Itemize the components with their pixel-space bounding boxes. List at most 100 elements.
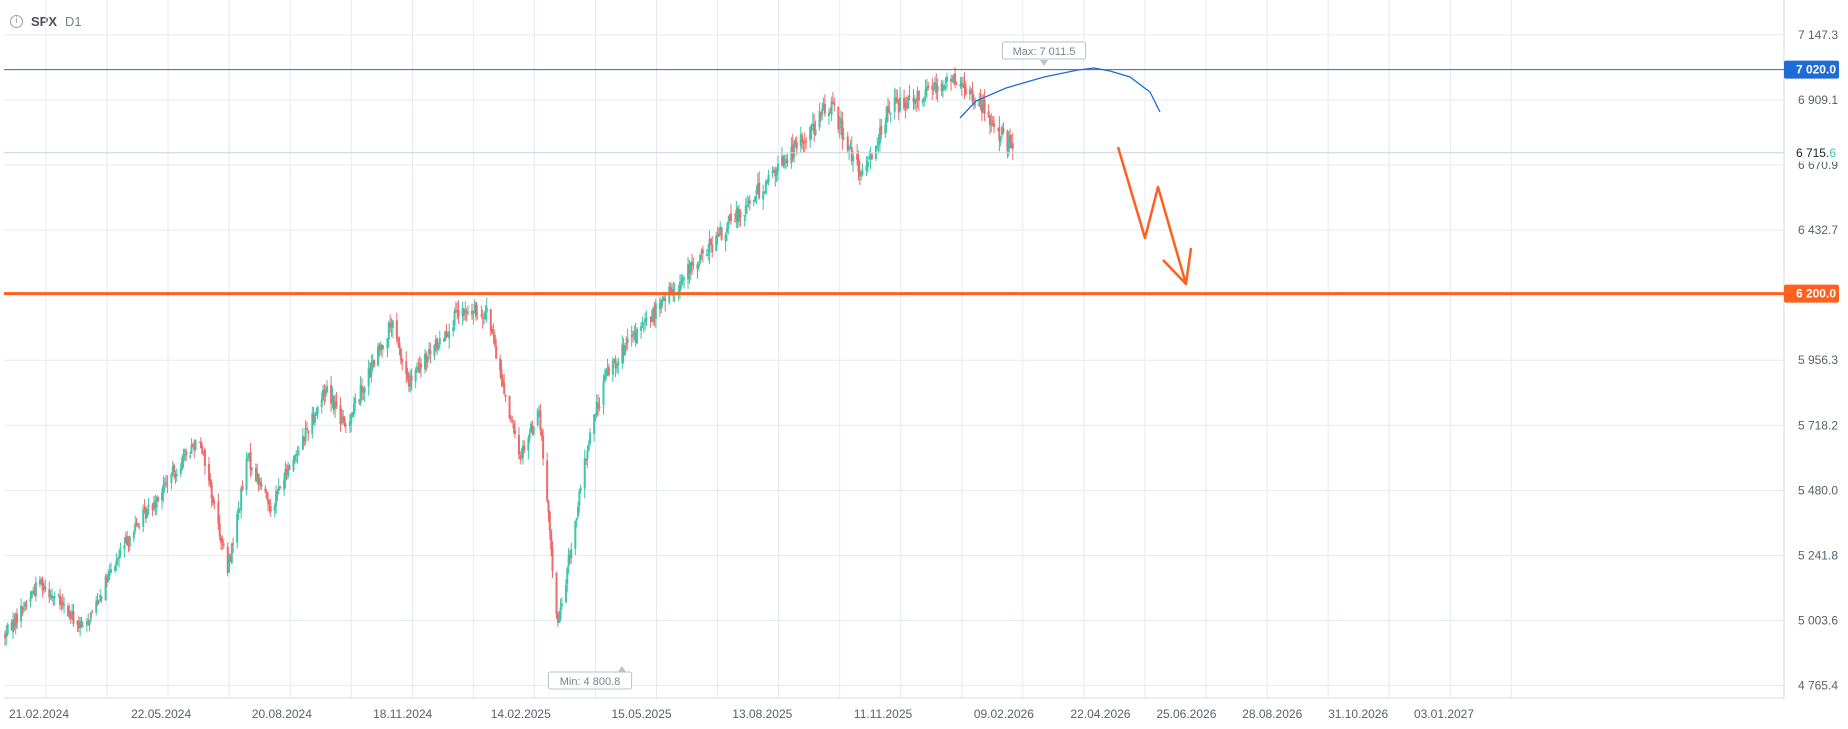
candle-body (988, 115, 991, 125)
candle-body (877, 141, 880, 145)
projection-path[interactable] (1116, 146, 1188, 285)
candle-body (81, 626, 84, 628)
candle-body (850, 147, 853, 162)
candle-body (350, 415, 353, 424)
min-callout-pointer (618, 666, 626, 672)
candle-body (801, 135, 804, 143)
candle-body (395, 320, 398, 339)
candle-body (780, 156, 783, 166)
candle-body (21, 607, 24, 611)
candle-body (462, 309, 465, 316)
candle-body (16, 614, 19, 623)
candle-body (925, 86, 928, 91)
candle-body (539, 410, 542, 430)
candle-body (660, 299, 663, 309)
candle-body (542, 435, 545, 459)
candle-body (728, 215, 731, 221)
candle-body (840, 118, 843, 125)
candle-body (99, 595, 102, 602)
candle-body (342, 416, 345, 420)
candle-body (547, 500, 550, 513)
candle-body (116, 558, 119, 560)
candle-body (283, 479, 286, 490)
candle-body (831, 102, 834, 104)
candle-body (13, 619, 16, 627)
candle-body (810, 128, 813, 130)
candle-body (955, 83, 958, 85)
candle-body (248, 453, 251, 458)
candle-body (313, 416, 316, 423)
candle-body (367, 368, 370, 387)
candle-body (63, 604, 66, 607)
candle-body (152, 501, 155, 510)
candle-body (856, 154, 859, 161)
candle-body (485, 307, 488, 313)
candle-body (268, 502, 271, 505)
x-tick-label: 28.08.2026 (1242, 707, 1302, 721)
candle-body (351, 412, 354, 417)
candle-body (499, 358, 502, 371)
candle-body (942, 87, 945, 91)
candle-body (354, 398, 357, 404)
x-tick-label: 21.02.2024 (9, 707, 69, 721)
candle-body (927, 85, 930, 88)
timeframe-label: D1 (65, 14, 82, 29)
candle-body (232, 543, 235, 545)
candle-body (273, 505, 276, 511)
candle-body (344, 424, 347, 426)
info-icon[interactable]: i (10, 15, 23, 28)
candle-body (513, 429, 516, 435)
candle-body (943, 85, 946, 90)
candle-body (861, 171, 864, 175)
candle-body (577, 506, 580, 517)
candle-body (991, 120, 994, 122)
candle-body (241, 486, 244, 490)
candle-body (362, 390, 365, 393)
candle-body (558, 619, 561, 623)
candle-body (339, 405, 342, 424)
candle-body (391, 320, 394, 328)
candle-body (189, 455, 192, 458)
candle-body (61, 601, 64, 606)
candle-body (495, 345, 498, 359)
y-tick-label: 5 003.6 (1798, 614, 1838, 628)
candle-body (531, 425, 534, 433)
rounding-top-trendline[interactable] (959, 67, 1161, 119)
candle-body (67, 606, 70, 617)
candle-body (500, 369, 503, 380)
candle-body (829, 111, 832, 114)
candle-body (76, 620, 79, 625)
candle-body (484, 310, 487, 319)
candle-body (296, 453, 299, 455)
candle-body (606, 368, 609, 371)
candle-body (489, 309, 492, 332)
candle-body (171, 466, 174, 475)
candle-body (201, 446, 204, 454)
candle-body (614, 358, 617, 369)
candle-body (821, 108, 824, 115)
candle-body (915, 99, 918, 102)
candle-body (838, 126, 841, 128)
candle-body (288, 465, 291, 470)
candle-body (962, 85, 965, 87)
candle-body (756, 183, 759, 193)
candle-body (921, 98, 924, 103)
candle-body (613, 358, 616, 360)
candle-body (940, 83, 943, 92)
candle-body (567, 555, 570, 567)
candle-body (634, 332, 637, 343)
candle-body (503, 383, 506, 394)
candle-body (595, 401, 598, 415)
candle-body (993, 123, 996, 128)
candle-body (799, 134, 802, 147)
x-tick-label: 20.08.2024 (252, 707, 312, 721)
current-price-tag (1785, 143, 1839, 162)
candle-body (852, 155, 855, 162)
candle-body (964, 87, 967, 95)
current-price-last-digit: 6 (1829, 146, 1836, 160)
candle-body (793, 142, 796, 158)
candle-body (340, 415, 343, 424)
candle-body (406, 372, 409, 380)
candle-body (165, 482, 168, 484)
